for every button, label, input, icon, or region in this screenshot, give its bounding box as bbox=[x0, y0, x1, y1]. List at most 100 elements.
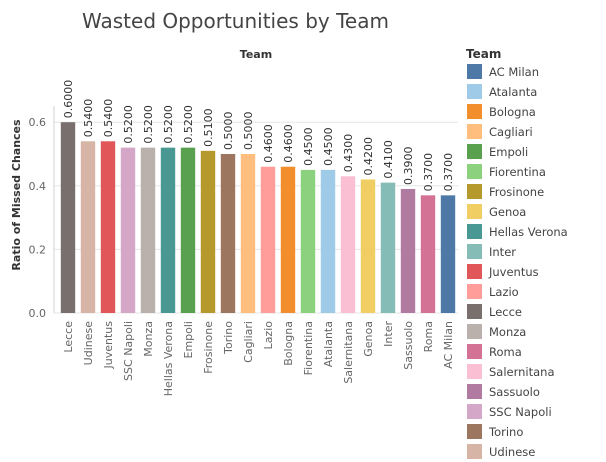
data-label: 0.4100 bbox=[382, 140, 395, 179]
data-label: 0.5200 bbox=[182, 105, 195, 144]
bar bbox=[280, 166, 296, 313]
legend-swatch bbox=[467, 324, 482, 339]
x-category-label: AC Milan bbox=[442, 321, 455, 369]
legend-swatch bbox=[467, 404, 482, 419]
legend-entry: Frosinone bbox=[489, 185, 544, 199]
x-category-label: Lazio bbox=[262, 321, 275, 350]
legend-entry: Bologna bbox=[489, 105, 536, 119]
column-header: Team bbox=[240, 48, 272, 61]
data-label: 0.6000 bbox=[62, 80, 75, 119]
legend-swatch bbox=[467, 284, 482, 299]
x-category-label: Fiorentina bbox=[302, 321, 315, 375]
x-category-label: Lecce bbox=[62, 321, 75, 353]
legend-swatch bbox=[467, 104, 482, 119]
legend-swatch bbox=[467, 144, 482, 159]
legend: AC Milan Atalanta Bologna Cagliari Empoli Fio… bbox=[467, 64, 568, 459]
x-category-label: Genoa bbox=[362, 321, 375, 357]
legend-swatch bbox=[467, 304, 482, 319]
data-label: 0.5400 bbox=[82, 99, 95, 138]
y-tick-label: 0.0 bbox=[29, 307, 47, 320]
legend-entry: Lecce bbox=[489, 305, 522, 319]
x-category-label: Hellas Verona bbox=[162, 321, 175, 396]
bar bbox=[60, 122, 76, 313]
bar bbox=[100, 141, 116, 313]
legend-entry: Empoli bbox=[489, 145, 528, 159]
data-label: 0.4300 bbox=[342, 134, 355, 173]
legend-entry: SSC Napoli bbox=[489, 405, 552, 419]
legend-swatch bbox=[467, 344, 482, 359]
data-label: 0.4600 bbox=[262, 124, 275, 163]
x-category-label: Bologna bbox=[282, 321, 295, 366]
y-axis-ticks: 0.0 0.2 0.4 0.6 bbox=[29, 116, 47, 320]
bar bbox=[380, 182, 396, 313]
bar bbox=[140, 147, 156, 313]
data-label: 0.4200 bbox=[362, 137, 375, 176]
legend-swatch bbox=[467, 164, 482, 179]
legend-swatch bbox=[467, 184, 482, 199]
bar bbox=[80, 141, 96, 313]
bars bbox=[60, 122, 456, 313]
x-category-label: Udinese bbox=[82, 321, 95, 366]
x-category-label: Salernitana bbox=[342, 321, 355, 384]
legend-swatch bbox=[467, 384, 482, 399]
x-category-label: Juventus bbox=[102, 321, 115, 370]
x-category-label: Empoli bbox=[182, 321, 195, 359]
y-tick-label: 0.4 bbox=[29, 180, 47, 193]
legend-entry: Fiorentina bbox=[489, 165, 546, 179]
legend-entry: Monza bbox=[489, 325, 526, 339]
legend-entry: Juventus bbox=[488, 265, 539, 279]
legend-entry: Lazio bbox=[489, 285, 519, 299]
legend-entry: Salernitana bbox=[489, 365, 555, 379]
data-label: 0.4500 bbox=[322, 127, 335, 166]
data-label: 0.5100 bbox=[202, 108, 215, 147]
data-label: 0.4500 bbox=[302, 127, 315, 166]
bar bbox=[400, 188, 416, 313]
y-tick-label: 0.6 bbox=[29, 116, 47, 129]
legend-swatch bbox=[467, 84, 482, 99]
legend-swatch bbox=[467, 124, 482, 139]
bar bbox=[420, 195, 436, 313]
bar bbox=[220, 154, 236, 313]
legend-swatch bbox=[467, 204, 482, 219]
x-axis-categories: Lecce Udinese Juventus SSC Napoli Monza Hella… bbox=[62, 321, 455, 397]
data-labels: 0.6000 0.5400 0.5400 0.5200 0.5200 0.5200 0.52… bbox=[62, 80, 455, 192]
legend-swatch bbox=[467, 364, 482, 379]
legend-swatch bbox=[467, 244, 482, 259]
bar bbox=[440, 195, 456, 313]
bar bbox=[260, 166, 276, 313]
legend-entry: Genoa bbox=[489, 205, 526, 219]
x-category-label: Roma bbox=[422, 321, 435, 352]
legend-entry: Torino bbox=[488, 425, 523, 439]
data-label: 0.5000 bbox=[222, 112, 235, 151]
legend-swatch bbox=[467, 264, 482, 279]
x-category-label: Monza bbox=[142, 321, 155, 357]
data-label: 0.5200 bbox=[142, 105, 155, 144]
legend-entry: Udinese bbox=[489, 445, 535, 459]
bar bbox=[340, 176, 356, 313]
chart-title: Wasted Opportunities by Team bbox=[82, 9, 389, 33]
x-category-label: Atalanta bbox=[322, 321, 335, 367]
data-label: 0.5400 bbox=[102, 99, 115, 138]
data-label: 0.3900 bbox=[402, 146, 415, 185]
legend-entry: Atalanta bbox=[489, 85, 537, 99]
bar bbox=[160, 147, 176, 313]
y-tick-label: 0.2 bbox=[29, 243, 47, 256]
legend-entry: Sassuolo bbox=[489, 385, 540, 399]
bar bbox=[360, 179, 376, 313]
x-category-label: Sassuolo bbox=[402, 321, 415, 370]
x-category-label: Inter bbox=[382, 321, 395, 347]
legend-swatch bbox=[467, 64, 482, 79]
x-category-label: Torino bbox=[222, 321, 235, 355]
x-category-label: SSC Napoli bbox=[122, 321, 135, 381]
legend-entry: Hellas Verona bbox=[489, 225, 568, 239]
data-label: 0.5200 bbox=[162, 105, 175, 144]
legend-swatch bbox=[467, 224, 482, 239]
data-label: 0.4600 bbox=[282, 124, 295, 163]
bar bbox=[200, 150, 216, 313]
legend-swatch bbox=[467, 444, 482, 459]
bar bbox=[120, 147, 136, 313]
data-label: 0.5200 bbox=[122, 105, 135, 144]
data-label: 0.5000 bbox=[242, 112, 255, 151]
y-axis-label: Ratio of Missed Chances bbox=[10, 119, 23, 271]
